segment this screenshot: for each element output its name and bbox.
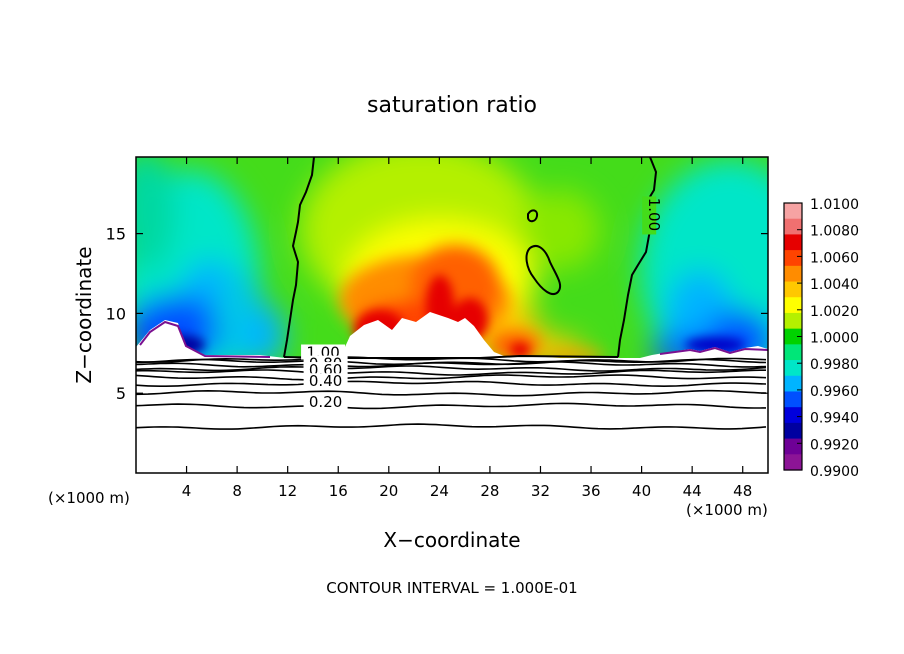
colorbar-tick-label: 1.0000	[810, 331, 859, 347]
svg-text:0.40: 0.40	[309, 372, 342, 390]
colorbar-swatch	[784, 312, 802, 330]
y-tick-label: 10	[106, 304, 126, 323]
contour-line-0.1	[136, 423, 767, 430]
colorbar-tick-label: 1.0100	[810, 197, 859, 213]
contour-line-0.6	[136, 369, 766, 376]
colorbar-tick-label: 0.9940	[810, 411, 859, 427]
x-tick-label: 16	[329, 482, 348, 500]
plot-frame	[135, 156, 769, 474]
contour-line-1.00-left	[283, 157, 315, 358]
chart-title: saturation ratio	[367, 93, 537, 118]
x-tick-label: 12	[278, 482, 297, 500]
x-tick-label: 44	[683, 482, 702, 500]
x-tick-label: 24	[430, 482, 449, 500]
colorbar-tick-label: 0.9920	[810, 437, 859, 453]
colorbar-swatch	[784, 344, 802, 361]
x-tick-label: 36	[581, 482, 600, 500]
colorbar-swatch	[784, 328, 802, 345]
saturation-field	[136, 157, 768, 359]
y-axis-label: Z−coordinate	[72, 246, 96, 383]
x-axis-ticks: 4 8 12 16 20 24 28 32 36 40 44 48	[182, 157, 752, 500]
y-axis-ticks: 5 10 15	[106, 225, 768, 403]
colorbar-swatch	[784, 407, 802, 424]
contour-line-0.4	[136, 380, 767, 388]
colorbar-swatch	[784, 265, 802, 283]
colorbar-swatch	[784, 391, 802, 408]
x-tick-label: 28	[480, 482, 499, 500]
x-tick-label: 20	[379, 482, 398, 500]
x-tick-label: 8	[232, 482, 242, 500]
colorbar-swatch	[784, 360, 802, 377]
colorbar-swatch	[784, 281, 802, 298]
y-tick-label: 5	[116, 384, 126, 403]
contour-label: 0.20	[303, 393, 348, 411]
contour-line-0.3	[136, 389, 767, 397]
colorbar-swatch	[784, 297, 802, 314]
colorbar-swatch	[784, 438, 802, 455]
contour-label: 1.00	[642, 196, 663, 235]
x-unit-left: (×1000 m)	[48, 489, 130, 507]
svg-text:0.20: 0.20	[309, 393, 342, 411]
colorbar-tick-label: 1.0080	[810, 224, 859, 240]
colorbar-swatch	[784, 422, 802, 440]
svg-text:1.00: 1.00	[645, 198, 663, 231]
x-unit-right: (×1000 m)	[686, 501, 768, 519]
x-tick-label: 4	[182, 482, 192, 500]
colorbar-swatch	[784, 203, 802, 220]
contour-line-1.00-closed	[525, 244, 562, 296]
colorbar-swatch	[784, 375, 802, 393]
contour-line-0.5	[136, 374, 767, 381]
colorbar-tick-label: 1.0020	[810, 304, 859, 320]
colorbar-tick-label: 0.9980	[810, 357, 859, 373]
contour-line-0.2	[136, 402, 767, 410]
colorbar: 1.0100 1.0080 1.0060 1.0040 1.0020 1.0000 0.99…	[783, 197, 859, 480]
colorbar-tick-label: 1.0060	[810, 250, 859, 266]
x-tick-label: 40	[632, 482, 651, 500]
plot-area: 1.000.800.600.400.201.00	[136, 157, 768, 473]
y-tick-label: 15	[106, 225, 126, 244]
colorbar-swatch	[784, 234, 802, 251]
colorbar-swatch	[784, 218, 802, 236]
colorbar-tick-label: 0.9900	[810, 464, 859, 480]
contour-interval-footer: CONTOUR INTERVAL = 1.000E-01	[326, 579, 577, 597]
contour-line-0.9	[136, 358, 767, 366]
contour-label: 0.40	[303, 372, 348, 390]
lower-contour-lines	[136, 356, 767, 430]
colorbar-swatch	[784, 454, 802, 471]
contour-line-0.7	[136, 365, 767, 372]
colorbar-tick-label: 0.9960	[810, 384, 859, 400]
contour-labels: 1.000.800.600.400.201.00	[301, 196, 663, 411]
colorbar-tick-label: 1.0040	[810, 277, 859, 293]
contour-line-0.8	[136, 361, 767, 368]
x-axis-label: X−coordinate	[383, 528, 520, 552]
contour-line-1.00-right	[617, 157, 658, 358]
x-tick-label: 32	[531, 482, 550, 500]
x-tick-label: 48	[733, 482, 752, 500]
colorbar-swatch	[784, 250, 802, 267]
